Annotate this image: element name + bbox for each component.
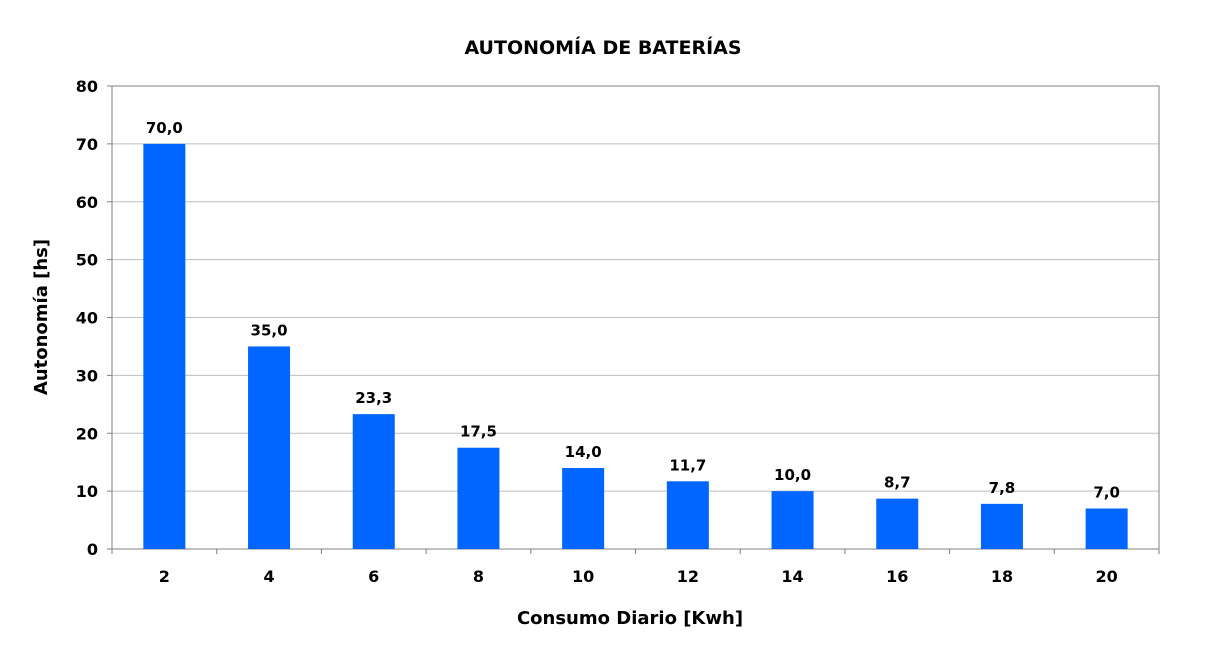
- data-label: 11,7: [669, 456, 706, 474]
- y-axis-title: Autonomía [hs]: [31, 239, 52, 395]
- data-label: 7,0: [1093, 483, 1120, 501]
- y-tick-label: 40: [76, 309, 98, 328]
- y-axis-ticks: 0 10 20 30 40 50 60 70 80: [76, 77, 112, 559]
- bar: [562, 467, 605, 549]
- x-tick-label: 10: [572, 567, 594, 586]
- y-tick-label: 50: [76, 251, 98, 270]
- y-tick-label: 70: [76, 135, 98, 154]
- bar: [980, 503, 1023, 549]
- y-tick-label: 10: [76, 482, 98, 501]
- x-tick-label: 14: [781, 567, 803, 586]
- bar: [1085, 508, 1128, 549]
- data-label: 23,3: [355, 389, 392, 407]
- data-label: 10,0: [774, 466, 811, 484]
- y-tick-label: 20: [76, 424, 98, 443]
- data-label: 7,8: [989, 479, 1016, 497]
- chart-title: AUTONOMÍA DE BATERÍAS: [464, 36, 741, 59]
- x-tick-label: 8: [473, 567, 484, 586]
- data-label: 35,0: [251, 321, 288, 339]
- data-label: 70,0: [146, 119, 183, 137]
- bar: [457, 447, 500, 549]
- y-tick-label: 80: [76, 77, 98, 96]
- x-tick-label: 4: [263, 567, 274, 586]
- bar: [352, 414, 395, 549]
- x-axis-ticks: 2 4 6 8 10 12 14 16 18 20: [111, 549, 1160, 586]
- data-labels: 70,0 35,0 23,3 17,5 14,0 11,7 10,0 8,7 7,8 7,0: [146, 119, 1120, 502]
- y-tick-label: 0: [87, 540, 98, 559]
- data-label: 14,0: [565, 443, 602, 461]
- x-tick-label: 6: [368, 567, 379, 586]
- x-tick-label: 18: [991, 567, 1013, 586]
- x-axis-title: Consumo Diario [Kwh]: [517, 608, 743, 629]
- y-tick-label: 60: [76, 193, 98, 212]
- x-tick-label: 16: [886, 567, 908, 586]
- data-label: 17,5: [460, 423, 497, 441]
- x-tick-label: 12: [677, 567, 699, 586]
- x-tick-label: 20: [1096, 567, 1118, 586]
- bar: [666, 481, 709, 549]
- bar: [771, 491, 814, 549]
- bar: [143, 143, 186, 549]
- bars: [143, 143, 1128, 549]
- data-label: 8,7: [884, 474, 911, 492]
- x-tick-label: 2: [159, 567, 170, 586]
- bar: [876, 498, 919, 549]
- bar: [248, 346, 291, 549]
- y-tick-label: 30: [76, 366, 98, 385]
